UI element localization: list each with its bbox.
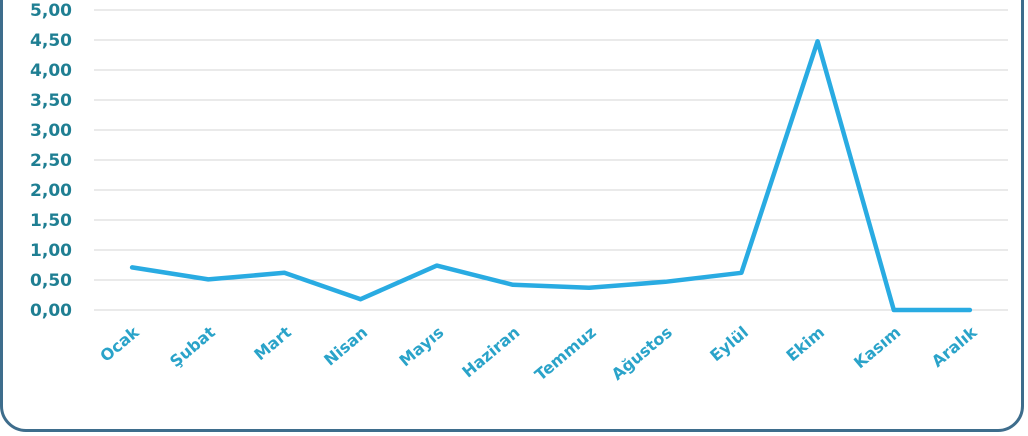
x-tick-label: Aralık: [928, 322, 981, 371]
x-tick-label: Nisan: [320, 323, 371, 370]
grid-layer: [94, 9, 1008, 311]
x-tick-label: Mayıs: [396, 323, 448, 371]
y-tick-label: 0,50: [30, 271, 72, 291]
y-tick-label: 3,50: [30, 91, 72, 111]
x-tick-label: Temmuz: [531, 323, 600, 385]
x-axis-tick-labels: Ocak Şubat Mart Nisan Mayıs Haziran Temmuz Ağus…: [96, 322, 980, 384]
x-tick-label: Mart: [250, 322, 295, 364]
y-tick-label: 3,00: [30, 121, 72, 141]
x-tick-label: Haziran: [458, 323, 523, 382]
y-tick-label: 2,00: [30, 181, 72, 201]
x-tick-label: Kasım: [850, 323, 904, 373]
x-tick-label: Ekim: [782, 323, 828, 366]
series-layer: [129, 38, 973, 313]
y-tick-label: 4,00: [30, 61, 72, 81]
y-tick-label: 1,00: [30, 241, 72, 261]
y-tick-label: 2,50: [30, 151, 72, 171]
x-tick-label: Şubat: [166, 322, 219, 371]
y-tick-label: 5,00: [30, 1, 72, 21]
series-line: [129, 38, 973, 313]
y-tick-label: 0,00: [30, 301, 72, 321]
y-tick-label: 1,50: [30, 211, 72, 231]
x-tick-label: Ağustos: [608, 323, 676, 384]
x-tick-label: Eylül: [706, 323, 752, 366]
y-axis-tick-labels: 0,00 0,50 1,00 1,50 2,00 2,50 3,00 3,50 4,00 4,50…: [30, 1, 72, 321]
x-tick-label: Ocak: [96, 322, 143, 365]
y-tick-label: 4,50: [30, 31, 72, 51]
